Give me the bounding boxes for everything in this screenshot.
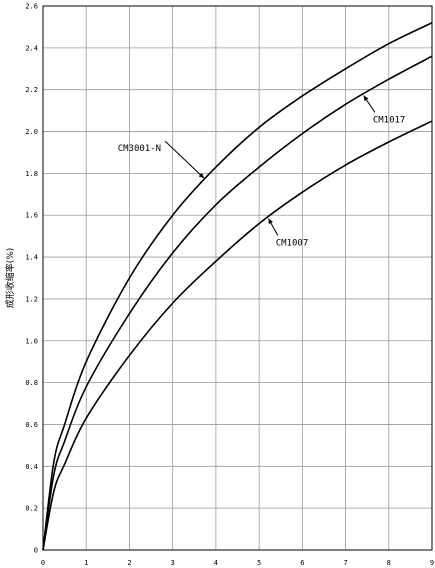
- y-tick-label: 1.2: [25, 295, 38, 303]
- y-tick-label: 0: [34, 547, 38, 555]
- y-tick-label: 2.0: [25, 128, 38, 136]
- plot-frame: [42, 5, 433, 551]
- x-tick-label: 3: [171, 559, 175, 567]
- annotation-cm1017: CM1017: [373, 115, 406, 125]
- annotation-arrowhead: [198, 172, 204, 179]
- x-tick-label: 6: [300, 559, 304, 567]
- x-tick-label: 9: [430, 559, 434, 567]
- y-tick-label: 2.2: [25, 86, 38, 94]
- y-tick-label: 0.2: [25, 505, 38, 513]
- x-tick-label: 5: [257, 559, 261, 567]
- y-tick-label: 2.4: [25, 44, 38, 52]
- y-axis-label: 成形收缩率(%): [4, 248, 16, 309]
- annotation-arrowhead: [363, 95, 369, 102]
- annotation-cm1007: CM1007: [276, 238, 309, 248]
- annotation-arrowhead: [268, 218, 274, 225]
- x-tick-label: 7: [343, 559, 347, 567]
- y-tick-label: 1.8: [25, 170, 38, 178]
- y-tick-label: 0.6: [25, 421, 38, 429]
- series-line-cm1017: [42, 55, 433, 551]
- y-tick-label: 1.4: [25, 254, 38, 262]
- x-tick-label: 4: [214, 559, 218, 567]
- y-tick-label: 0.4: [25, 463, 38, 471]
- annotations: CM3001-N CM1017 CM1007: [118, 95, 406, 248]
- series-line-cm3001-n: [42, 22, 433, 551]
- x-tick-label: 1: [84, 559, 88, 567]
- annotation-arrow: [164, 140, 205, 179]
- y-tick-label: 1.0: [25, 337, 38, 345]
- curves: [42, 22, 433, 551]
- series-line-cm1007: [42, 120, 433, 551]
- y-tick-label: 0.8: [25, 379, 38, 387]
- annotation-cm3001-n: CM3001-N: [118, 144, 161, 154]
- x-axis-ticks: 0 1 2 3 4 5 6 7 8 9: [41, 559, 434, 567]
- x-tick-label: 8: [387, 559, 391, 567]
- y-tick-label: 2.6: [25, 3, 38, 11]
- x-tick-label: 0: [41, 559, 45, 567]
- y-tick-label: 1.6: [25, 212, 38, 220]
- y-axis-ticks: 0 0.2 0.4 0.6 0.8 1.0 1.2 1.4 1.6 1.8 2.0 2.2 2.4 2.6: [25, 3, 38, 555]
- x-tick-label: 2: [127, 559, 131, 567]
